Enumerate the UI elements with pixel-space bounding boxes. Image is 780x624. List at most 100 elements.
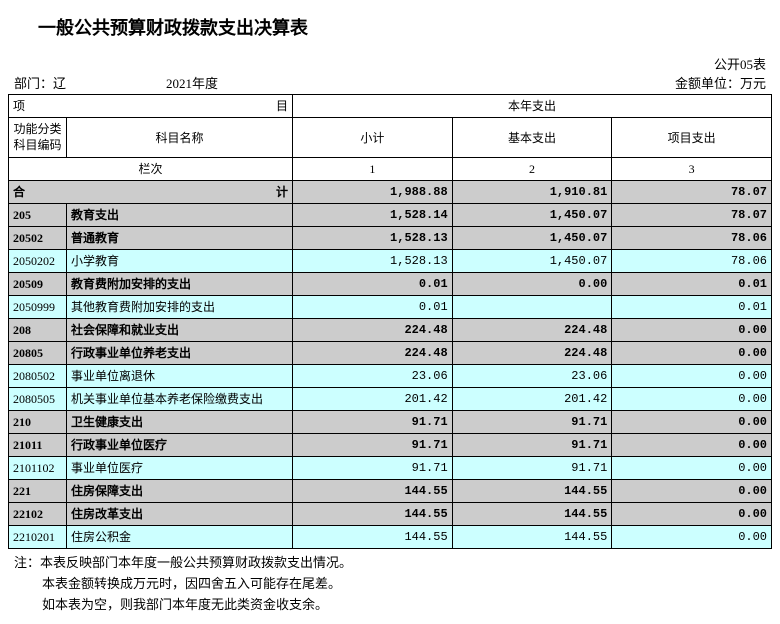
row-name: 其他教育费附加安排的支出 [67, 296, 293, 319]
table-row: 22102住房改革支出144.55144.550.00 [9, 503, 772, 526]
row-basic [452, 296, 612, 319]
row-subtotal: 144.55 [293, 503, 453, 526]
row-project: 0.00 [612, 365, 772, 388]
row-basic: 91.71 [452, 411, 612, 434]
row-code: 20502 [9, 227, 67, 250]
table-row: 2050202小学教育1,528.131,450.0778.06 [9, 250, 772, 273]
hdr-col-label: 栏次 [9, 158, 293, 181]
row-basic: 1,450.07 [452, 227, 612, 250]
table-row: 21011行政事业单位医疗91.7191.710.00 [9, 434, 772, 457]
table-row: 205教育支出1,528.141,450.0778.07 [9, 204, 772, 227]
row-code: 20509 [9, 273, 67, 296]
total-project: 78.07 [612, 181, 772, 204]
hdr-basic: 基本支出 [452, 118, 612, 158]
hdr-item: 项 目 [9, 95, 293, 118]
table-row: 2050999其他教育费附加安排的支出0.010.01 [9, 296, 772, 319]
notes-block: 注：本表反映部门本年度一般公共预算财政拨款支出情况。 本表金额转换成万元时，因四… [8, 549, 772, 615]
row-subtotal: 23.06 [293, 365, 453, 388]
note-line-3: 如本表为空，则我部门本年度无此类资金收支余。 [14, 595, 766, 616]
hdr-code: 功能分类科目编码 [9, 118, 67, 158]
row-subtotal: 1,528.13 [293, 227, 453, 250]
row-subtotal: 1,528.13 [293, 250, 453, 273]
row-code: 2210201 [9, 526, 67, 549]
row-code: 2101102 [9, 457, 67, 480]
row-code: 205 [9, 204, 67, 227]
page-title: 一般公共预算财政拨款支出决算表 [8, 8, 772, 52]
row-code: 2080502 [9, 365, 67, 388]
row-project: 0.00 [612, 480, 772, 503]
year-label: 2021年度 [66, 73, 675, 92]
hdr-subtotal: 小计 [293, 118, 453, 158]
table-row: 2210201住房公积金144.55144.550.00 [9, 526, 772, 549]
table-row: 20805行政事业单位养老支出224.48224.480.00 [9, 342, 772, 365]
total-basic: 1,910.81 [452, 181, 612, 204]
row-name: 机关事业单位基本养老保险缴费支出 [67, 388, 293, 411]
row-project: 0.01 [612, 273, 772, 296]
total-subtotal: 1,988.88 [293, 181, 453, 204]
row-project: 78.07 [612, 204, 772, 227]
row-basic: 0.00 [452, 273, 612, 296]
row-project: 0.00 [612, 342, 772, 365]
row-name: 住房公积金 [67, 526, 293, 549]
hdr-c2: 2 [452, 158, 612, 181]
row-project: 0.00 [612, 388, 772, 411]
row-basic: 23.06 [452, 365, 612, 388]
row-name: 事业单位离退休 [67, 365, 293, 388]
row-subtotal: 1,528.14 [293, 204, 453, 227]
row-project: 78.06 [612, 227, 772, 250]
row-code: 208 [9, 319, 67, 342]
row-basic: 144.55 [452, 480, 612, 503]
table-row: 208社会保障和就业支出224.48224.480.00 [9, 319, 772, 342]
note-line-1: 注：本表反映部门本年度一般公共预算财政拨款支出情况。 [14, 553, 766, 574]
row-project: 0.00 [612, 411, 772, 434]
row-subtotal: 0.01 [293, 296, 453, 319]
row-basic: 91.71 [452, 434, 612, 457]
table-row: 20509教育费附加安排的支出0.010.000.01 [9, 273, 772, 296]
row-code: 21011 [9, 434, 67, 457]
row-basic: 224.48 [452, 342, 612, 365]
note-line-2: 本表金额转换成万元时，因四舍五入可能存在尾差。 [14, 574, 766, 595]
row-basic: 91.71 [452, 457, 612, 480]
hdr-name: 科目名称 [67, 118, 293, 158]
row-name: 行政事业单位养老支出 [67, 342, 293, 365]
hdr-current-year: 本年支出 [293, 95, 772, 118]
hdr-c1: 1 [293, 158, 453, 181]
hdr-c3: 3 [612, 158, 772, 181]
dept-label: 部门：辽 [14, 73, 66, 92]
row-project: 78.06 [612, 250, 772, 273]
row-name: 社会保障和就业支出 [67, 319, 293, 342]
row-subtotal: 224.48 [293, 342, 453, 365]
row-name: 卫生健康支出 [67, 411, 293, 434]
hdr-project: 项目支出 [612, 118, 772, 158]
row-subtotal: 91.71 [293, 434, 453, 457]
row-code: 20805 [9, 342, 67, 365]
row-subtotal: 201.42 [293, 388, 453, 411]
row-name: 教育费附加安排的支出 [67, 273, 293, 296]
form-number: 公开05表 [714, 54, 766, 73]
row-name: 住房保障支出 [67, 480, 293, 503]
row-name: 教育支出 [67, 204, 293, 227]
row-basic: 144.55 [452, 526, 612, 549]
row-project: 0.01 [612, 296, 772, 319]
row-code: 2050202 [9, 250, 67, 273]
row-basic: 224.48 [452, 319, 612, 342]
table-row: 221住房保障支出144.55144.550.00 [9, 480, 772, 503]
row-subtotal: 0.01 [293, 273, 453, 296]
row-name: 行政事业单位医疗 [67, 434, 293, 457]
row-project: 0.00 [612, 319, 772, 342]
row-project: 0.00 [612, 434, 772, 457]
table-row: 2101102事业单位医疗91.7191.710.00 [9, 457, 772, 480]
row-basic: 1,450.07 [452, 204, 612, 227]
table-row: 20502普通教育1,528.131,450.0778.06 [9, 227, 772, 250]
row-project: 0.00 [612, 526, 772, 549]
row-project: 0.00 [612, 503, 772, 526]
unit-label: 金额单位：万元 [675, 73, 766, 92]
row-basic: 201.42 [452, 388, 612, 411]
total-row: 合 计 1,988.88 1,910.81 78.07 [9, 181, 772, 204]
budget-table: 项 目 本年支出 功能分类科目编码 科目名称 小计 基本支出 项目支出 栏次 1… [8, 94, 772, 549]
row-name: 事业单位医疗 [67, 457, 293, 480]
table-row: 2080505机关事业单位基本养老保险缴费支出201.42201.420.00 [9, 388, 772, 411]
row-code: 22102 [9, 503, 67, 526]
row-project: 0.00 [612, 457, 772, 480]
row-subtotal: 91.71 [293, 457, 453, 480]
